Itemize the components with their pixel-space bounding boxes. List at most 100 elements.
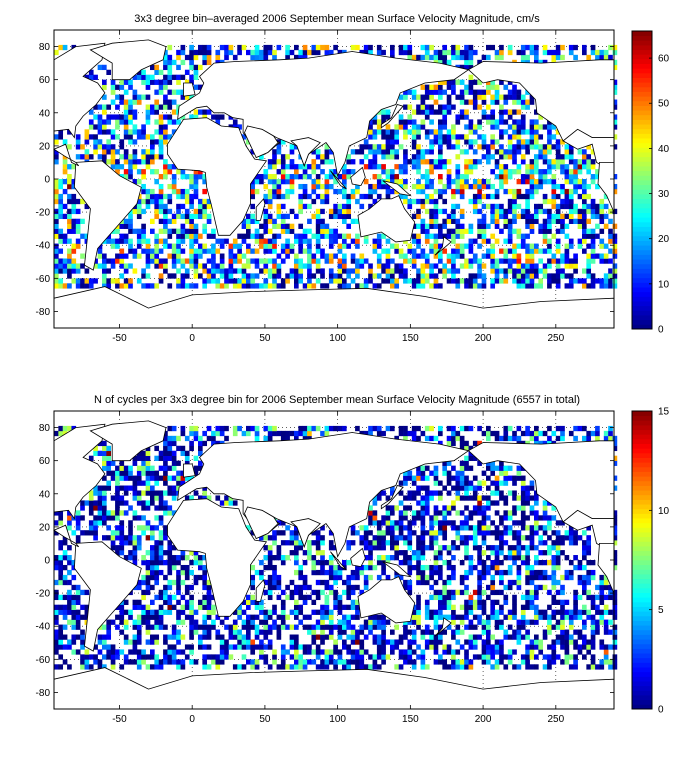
- data-cell: [534, 204, 539, 209]
- data-cell: [294, 278, 299, 283]
- data-cell: [560, 659, 565, 664]
- data-cell: [163, 263, 168, 268]
- data-cell: [307, 50, 312, 55]
- data-cell: [194, 184, 199, 189]
- data-cell: [525, 283, 530, 288]
- data-cell: [111, 239, 116, 244]
- data-cell: [298, 585, 303, 590]
- data-cell: [133, 635, 138, 640]
- data-cell: [477, 184, 482, 189]
- data-cell: [517, 244, 522, 249]
- data-cell: [233, 239, 238, 244]
- data-cell: [381, 659, 386, 664]
- data-cell: [521, 635, 526, 640]
- data-cell: [189, 605, 194, 610]
- data-cell: [451, 194, 456, 199]
- data-cell: [573, 174, 578, 179]
- data-cell: [582, 229, 587, 234]
- data-cell: [495, 100, 500, 105]
- data-cell: [530, 639, 535, 644]
- data-cell: [407, 654, 412, 659]
- data-cell: [595, 234, 600, 239]
- data-cell: [512, 219, 517, 224]
- data-cell: [115, 134, 120, 139]
- data-cell: [119, 486, 124, 491]
- data-cell: [438, 490, 443, 495]
- data-cell: [534, 545, 539, 550]
- data-cell: [508, 268, 513, 273]
- data-cell: [495, 219, 500, 224]
- data-cell: [543, 209, 548, 214]
- data-cell: [591, 283, 596, 288]
- data-cell: [263, 229, 268, 234]
- data-cell: [477, 268, 482, 273]
- data-cell: [434, 100, 439, 105]
- data-cell: [582, 179, 587, 184]
- data-cell: [333, 664, 338, 669]
- data-cell: [364, 144, 369, 149]
- data-cell: [368, 565, 373, 570]
- data-cell: [124, 219, 129, 224]
- data-cell: [556, 239, 561, 244]
- data-cell: [499, 644, 504, 649]
- data-cell: [146, 565, 151, 570]
- data-cell: [551, 134, 556, 139]
- data-cell: [586, 204, 591, 209]
- data-cell: [464, 278, 469, 283]
- data-cell: [281, 530, 286, 535]
- data-cell: [67, 199, 72, 204]
- data-cell: [604, 630, 609, 635]
- data-cell: [115, 500, 120, 505]
- data-cell: [582, 268, 587, 273]
- data-cell: [442, 505, 447, 510]
- data-cell: [447, 85, 452, 90]
- data-cell: [172, 90, 177, 95]
- data-cell: [281, 154, 286, 159]
- data-cell: [141, 174, 146, 179]
- data-cell: [220, 283, 225, 288]
- data-cell: [534, 184, 539, 189]
- data-cell: [490, 545, 495, 550]
- data-cell: [342, 560, 347, 565]
- colorbar-segment: [632, 82, 652, 87]
- data-cell: [342, 254, 347, 259]
- colorbar-segment: [632, 96, 652, 101]
- data-cell: [447, 605, 452, 610]
- data-cell: [128, 249, 133, 254]
- data-cell: [394, 540, 399, 545]
- data-cell: [233, 268, 238, 273]
- data-cell: [311, 164, 316, 169]
- data-cell: [242, 654, 247, 659]
- data-cell: [434, 273, 439, 278]
- data-cell: [591, 214, 596, 219]
- data-cell: [599, 664, 604, 669]
- data-cell: [599, 615, 604, 620]
- data-cell: [163, 209, 168, 214]
- data-cell: [202, 625, 207, 630]
- data-cell: [71, 615, 76, 620]
- data-cell: [67, 164, 72, 169]
- data-cell: [290, 535, 295, 540]
- data-cell: [438, 134, 443, 139]
- colorbar-segment: [632, 185, 652, 190]
- data-cell: [407, 530, 412, 535]
- data-cell: [272, 659, 277, 664]
- data-cell: [499, 580, 504, 585]
- data-cell: [146, 244, 151, 249]
- data-cell: [346, 580, 351, 585]
- data-cell: [163, 169, 168, 174]
- data-cell: [67, 283, 72, 288]
- data-cell: [560, 254, 565, 259]
- data-cell: [115, 85, 120, 90]
- data-cell: [547, 139, 552, 144]
- data-cell: [311, 570, 316, 575]
- data-cell: [111, 659, 116, 664]
- data-cell: [207, 278, 212, 283]
- data-cell: [298, 184, 303, 189]
- data-cell: [76, 224, 81, 229]
- data-cell: [447, 575, 452, 580]
- data-cell: [560, 258, 565, 263]
- data-cell: [569, 540, 574, 545]
- data-cell: [294, 169, 299, 174]
- data-cell: [586, 258, 591, 263]
